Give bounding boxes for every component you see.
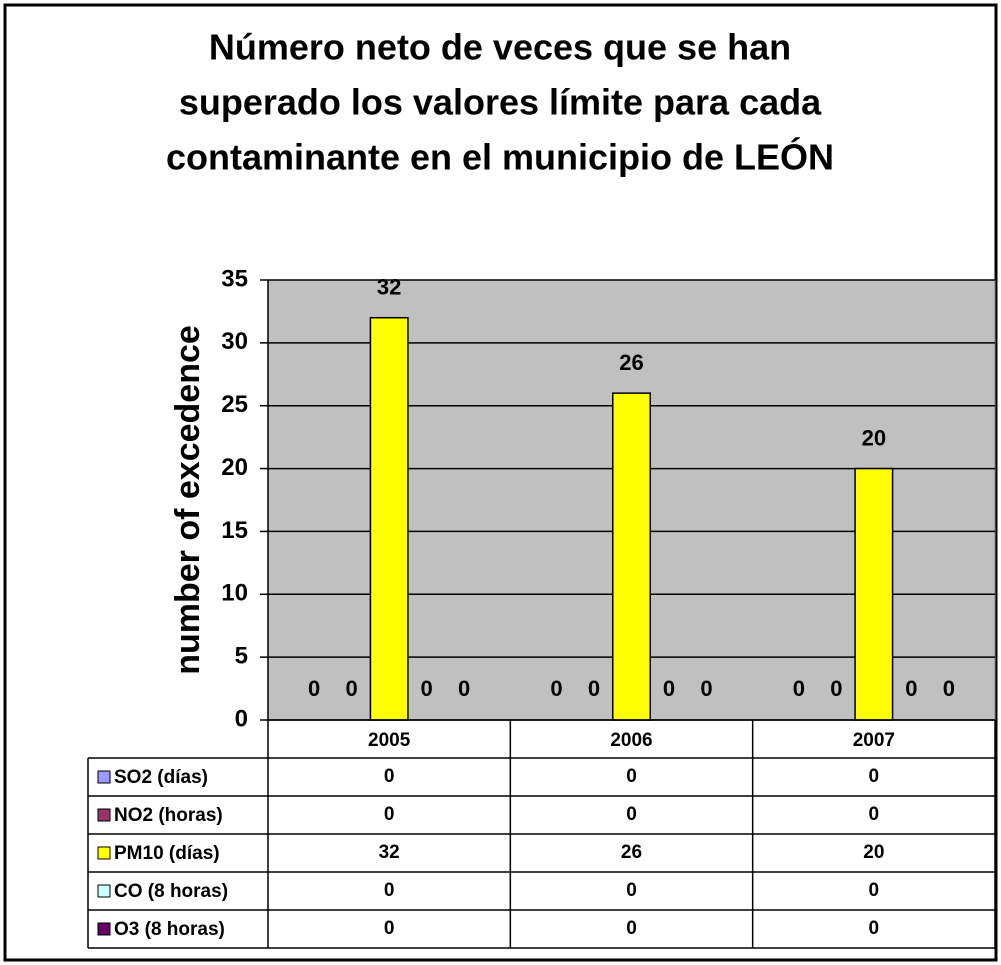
chart-title: superado los valores límite para cada: [179, 82, 822, 123]
table-value: 0: [384, 804, 395, 825]
table-value: 0: [869, 766, 880, 787]
data-label: 0: [308, 676, 320, 701]
table-value: 0: [384, 766, 395, 787]
legend-label: PM10 (días): [114, 843, 220, 864]
table-value: 0: [626, 766, 637, 787]
legend-key: [97, 922, 111, 936]
chart-title: Número neto de veces que se han: [209, 27, 791, 68]
data-label: 0: [793, 676, 805, 701]
table-value: 0: [869, 804, 880, 825]
data-label: 0: [663, 676, 675, 701]
bar: [854, 467, 894, 721]
table-value: 20: [863, 842, 884, 863]
x-tick-label: 2005: [368, 730, 411, 751]
table-value: 0: [869, 918, 880, 939]
legend-label: SO2 (días): [114, 767, 208, 788]
table-value: 0: [626, 880, 637, 901]
data-label: 26: [619, 350, 643, 375]
table-value: 0: [626, 804, 637, 825]
table-value: 0: [869, 880, 880, 901]
legend-key: [97, 770, 111, 784]
data-label: 0: [346, 676, 358, 701]
legend-key: [97, 884, 111, 898]
y-tick-label: 30: [221, 328, 248, 355]
legend-label: O3 (8 horas): [114, 919, 225, 940]
y-axis-title: number of excedence: [169, 325, 207, 675]
bar: [612, 392, 651, 721]
table-value: 0: [384, 918, 395, 939]
table-value: 26: [621, 842, 642, 863]
data-label: 0: [700, 676, 712, 701]
data-label: 0: [550, 676, 562, 701]
legend-label: NO2 (horas): [114, 805, 223, 826]
legend-key: [97, 808, 111, 822]
table-value: 0: [626, 918, 637, 939]
data-label: 0: [830, 676, 842, 701]
data-label: 20: [862, 425, 886, 450]
table-value: 0: [384, 880, 395, 901]
data-label: 0: [458, 676, 470, 701]
chart-title: contaminante en el municipio de LEÓN: [166, 136, 834, 178]
x-tick-label: 2007: [853, 730, 895, 751]
bar: [369, 316, 409, 721]
table-value: 32: [379, 842, 400, 863]
x-tick-label: 2006: [610, 730, 652, 751]
legend-key: [97, 846, 111, 860]
data-label: 0: [943, 676, 955, 701]
data-label: 0: [421, 676, 433, 701]
y-tick-label: 35: [221, 265, 248, 292]
y-tick-label: 20: [221, 454, 248, 481]
y-tick-label: 0: [235, 705, 248, 732]
y-tick-label: 10: [221, 580, 248, 607]
data-label: 0: [905, 676, 917, 701]
data-label: 32: [377, 275, 401, 300]
y-tick-label: 25: [221, 391, 248, 418]
legend-label: CO (8 horas): [114, 881, 228, 902]
data-label: 0: [588, 676, 600, 701]
y-tick-label: 5: [235, 642, 248, 669]
y-tick-label: 15: [221, 517, 248, 544]
